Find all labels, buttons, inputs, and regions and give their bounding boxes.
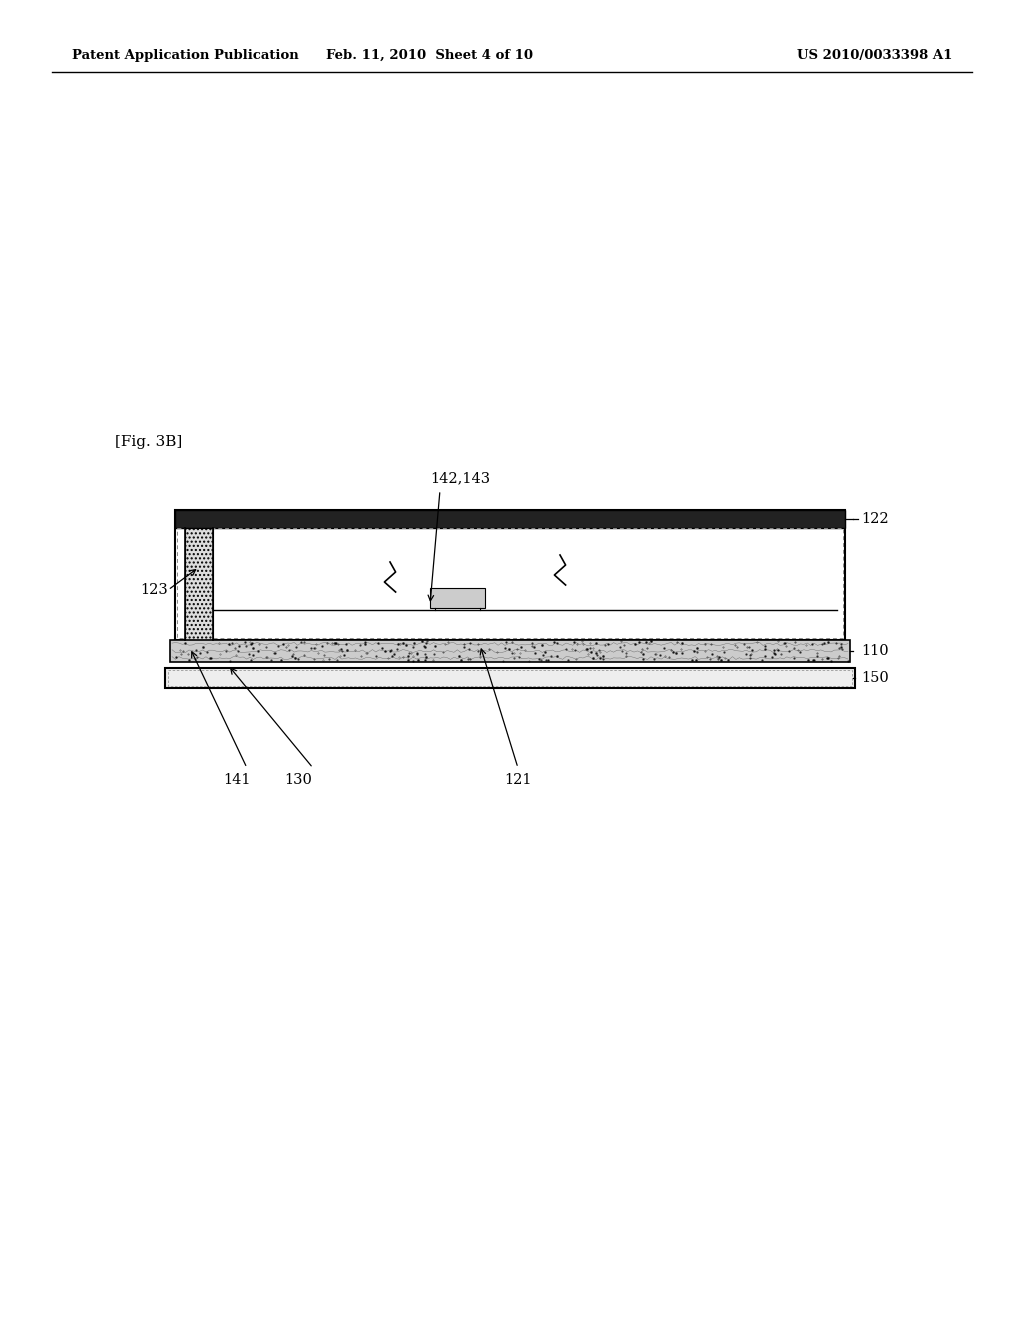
Bar <box>168 671 852 686</box>
Text: Patent Application Publication: Patent Application Publication <box>72 49 299 62</box>
Bar <box>170 640 850 663</box>
Bar <box>175 510 845 640</box>
Bar <box>175 510 845 528</box>
Bar <box>177 528 843 638</box>
Text: 110: 110 <box>861 644 889 657</box>
Text: US 2010/0033398 A1: US 2010/0033398 A1 <box>797 49 952 62</box>
Text: 121: 121 <box>504 774 531 787</box>
Text: 141: 141 <box>223 774 251 787</box>
Text: 150: 150 <box>861 671 889 685</box>
Text: 142,143: 142,143 <box>430 471 490 484</box>
Text: 123: 123 <box>140 583 168 597</box>
Text: [Fig. 3B]: [Fig. 3B] <box>115 436 182 449</box>
Text: Feb. 11, 2010  Sheet 4 of 10: Feb. 11, 2010 Sheet 4 of 10 <box>327 49 534 62</box>
Text: 122: 122 <box>861 512 889 525</box>
Bar <box>185 528 213 640</box>
Bar <box>165 668 855 688</box>
Text: 130: 130 <box>284 774 312 787</box>
Bar <box>430 587 485 609</box>
